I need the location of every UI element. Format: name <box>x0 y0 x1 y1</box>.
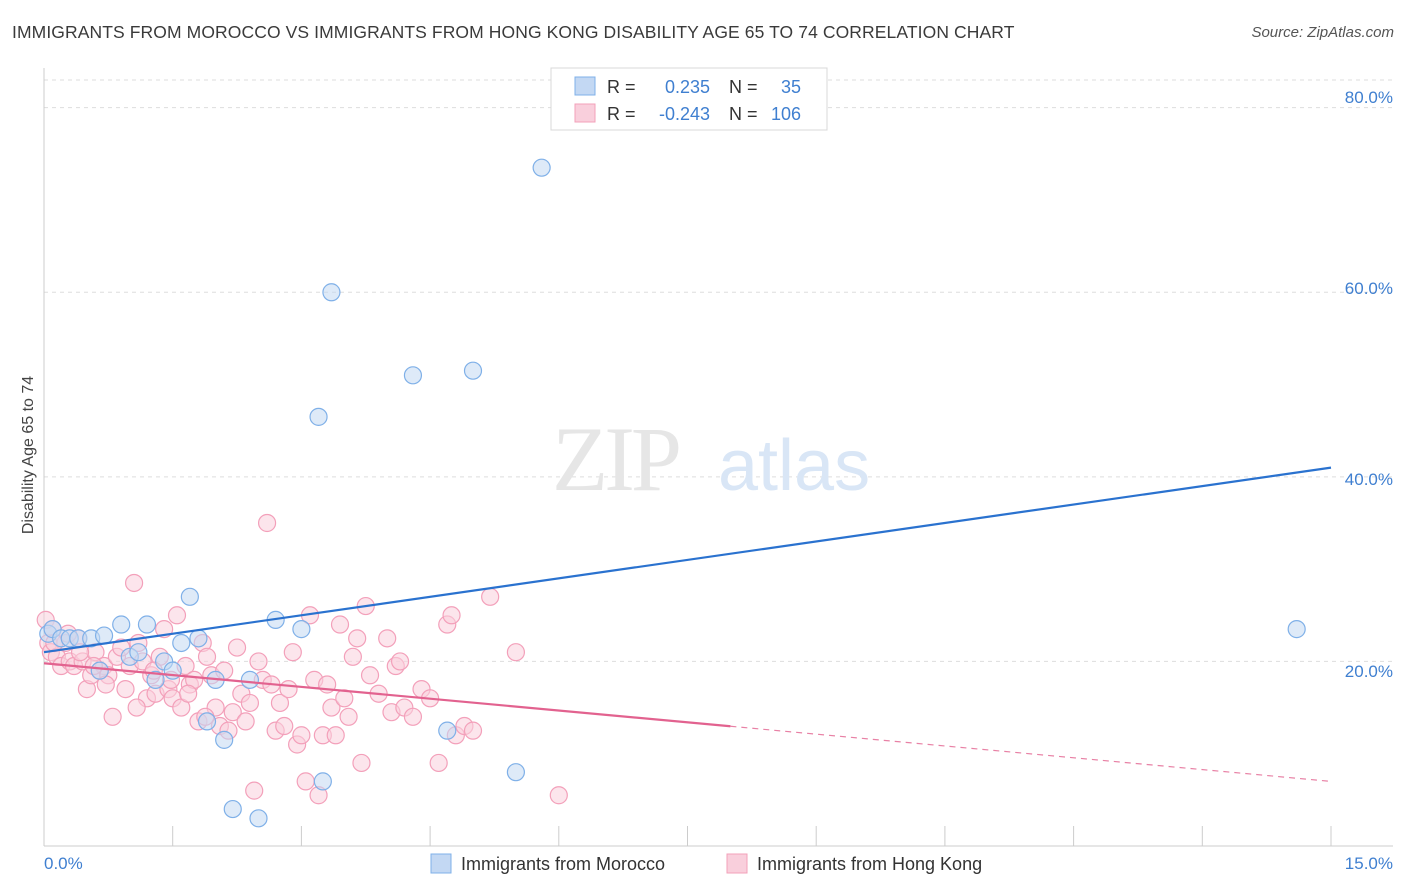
point-morocco <box>180 587 199 606</box>
point-hong-kong <box>103 707 122 726</box>
point-morocco <box>146 670 165 689</box>
point-morocco <box>463 361 483 380</box>
point-hong-kong <box>549 786 568 805</box>
legend-bottom-swatch-morocco <box>430 853 452 874</box>
point-morocco <box>1287 620 1306 639</box>
point-hong-kong <box>352 753 371 773</box>
watermark-atlas: atlas <box>718 426 870 506</box>
point-morocco <box>94 626 114 645</box>
point-hong-kong <box>292 726 311 745</box>
trend-line-hong-kong <box>43 662 731 728</box>
point-hong-kong <box>127 698 146 717</box>
point-hong-kong <box>429 753 448 773</box>
point-hong-kong <box>343 647 362 666</box>
trend-line-morocco <box>43 466 1332 654</box>
point-hong-kong <box>223 703 242 722</box>
point-hong-kong <box>275 716 294 736</box>
point-morocco <box>172 633 191 653</box>
point-morocco <box>506 763 526 782</box>
legend-swatch-hong-kong <box>574 103 596 123</box>
point-hong-kong <box>348 629 367 648</box>
point-hong-kong <box>330 615 350 634</box>
point-hong-kong <box>326 726 345 745</box>
point-hong-kong <box>124 573 144 593</box>
point-hong-kong <box>257 513 277 533</box>
point-morocco <box>223 799 242 819</box>
legend-r-value-hong-kong: -0.243 <box>659 104 710 124</box>
point-morocco <box>189 629 208 648</box>
point-hong-kong <box>322 698 341 717</box>
watermark-zip: ZIP <box>552 408 679 510</box>
point-hong-kong <box>360 666 380 685</box>
point-hong-kong <box>270 693 290 713</box>
point-morocco <box>249 809 268 828</box>
trend-line-dashed-hong-kong <box>730 725 1332 782</box>
legend-bottom-label-hong-kong: Immigrants from Hong Kong <box>757 854 982 874</box>
point-morocco <box>129 643 148 662</box>
point-hong-kong <box>167 606 187 625</box>
point-hong-kong <box>463 721 483 740</box>
x-tick-label-min: 0.0% <box>44 854 83 873</box>
y-axis-label: Disability Age 65 to 74 <box>20 376 37 534</box>
point-hong-kong <box>403 707 423 726</box>
point-hong-kong <box>197 647 217 666</box>
legend-n-value-morocco: 35 <box>781 77 801 97</box>
point-hong-kong <box>116 680 135 699</box>
point-hong-kong <box>179 684 198 703</box>
point-hong-kong <box>442 606 461 625</box>
point-morocco <box>137 615 157 634</box>
grid-layer <box>44 79 1393 662</box>
point-morocco <box>438 721 457 740</box>
point-morocco <box>313 772 332 791</box>
point-morocco <box>403 366 423 385</box>
point-hong-kong <box>279 680 298 699</box>
point-morocco <box>197 712 217 731</box>
legend-swatch-morocco <box>574 76 596 96</box>
point-hong-kong <box>283 643 302 662</box>
point-morocco <box>215 730 234 749</box>
legend-top-box <box>550 67 828 131</box>
watermark: ZIP atlas <box>552 408 870 510</box>
legend-bottom: Immigrants from Morocco Immigrants from … <box>430 853 982 874</box>
point-morocco <box>532 158 551 177</box>
y-tick-label-40: 40.0% <box>1345 470 1393 489</box>
legend-r-label-morocco: R = <box>607 77 636 97</box>
point-hong-kong <box>390 652 410 671</box>
point-hong-kong <box>378 629 397 648</box>
x-tick-label-max: 15.0% <box>1345 854 1393 873</box>
y-tick-label-60: 60.0% <box>1345 279 1393 298</box>
point-hong-kong <box>245 781 264 800</box>
y-tick-label-20: 20.0% <box>1345 662 1393 681</box>
point-hong-kong <box>481 587 500 606</box>
point-hong-kong <box>249 652 268 671</box>
legend-n-label-hong-kong: N = <box>729 104 758 124</box>
point-morocco <box>292 620 311 639</box>
chart-title: IMMIGRANTS FROM MOROCCO VS IMMIGRANTS FR… <box>12 22 1015 42</box>
legend-top: R = 0.235 N = 35 R = -0.243 N = 106 <box>550 67 828 131</box>
point-hong-kong <box>240 693 260 713</box>
trend-lines <box>43 466 1332 782</box>
legend-bottom-swatch-hong-kong <box>726 853 748 874</box>
point-hong-kong <box>227 638 247 657</box>
y-tick-label-80: 80.0% <box>1345 88 1393 107</box>
point-morocco <box>240 670 260 689</box>
legend-n-value-hong-kong: 106 <box>771 104 801 124</box>
point-hong-kong <box>236 712 255 731</box>
axis-layer <box>43 68 1393 847</box>
legend-n-label-morocco: N = <box>729 77 758 97</box>
point-morocco <box>322 283 341 302</box>
point-hong-kong <box>506 643 526 662</box>
legend-bottom-label-morocco: Immigrants from Morocco <box>461 854 665 874</box>
legend-r-label-hong-kong: R = <box>607 104 636 124</box>
point-hong-kong <box>296 772 315 791</box>
point-morocco <box>90 661 109 680</box>
series-hong-kong-points <box>36 513 568 805</box>
point-morocco <box>112 615 131 634</box>
source-label: Source: ZipAtlas.com <box>1251 24 1394 41</box>
point-morocco <box>309 407 328 426</box>
legend-r-value-morocco: 0.235 <box>665 77 710 97</box>
point-hong-kong <box>339 707 358 726</box>
